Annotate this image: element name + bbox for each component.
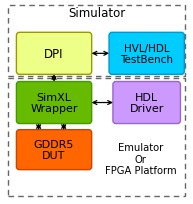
FancyBboxPatch shape	[16, 130, 92, 170]
FancyBboxPatch shape	[109, 33, 184, 75]
Text: HVL/HDL
TestBench: HVL/HDL TestBench	[120, 43, 173, 65]
FancyBboxPatch shape	[16, 82, 92, 124]
Text: HDL
Driver: HDL Driver	[130, 92, 164, 114]
Text: DPI: DPI	[44, 48, 64, 61]
Text: Emulator
Or
FPGA Platform: Emulator Or FPGA Platform	[105, 143, 177, 176]
Text: GDDR5
DUT: GDDR5 DUT	[34, 139, 74, 161]
Text: Simulator: Simulator	[68, 7, 125, 20]
Bar	[8, 79, 185, 196]
FancyBboxPatch shape	[16, 33, 92, 75]
Bar	[8, 6, 185, 76]
Text: SimXL
Wrapper: SimXL Wrapper	[30, 92, 78, 114]
FancyBboxPatch shape	[113, 82, 180, 124]
